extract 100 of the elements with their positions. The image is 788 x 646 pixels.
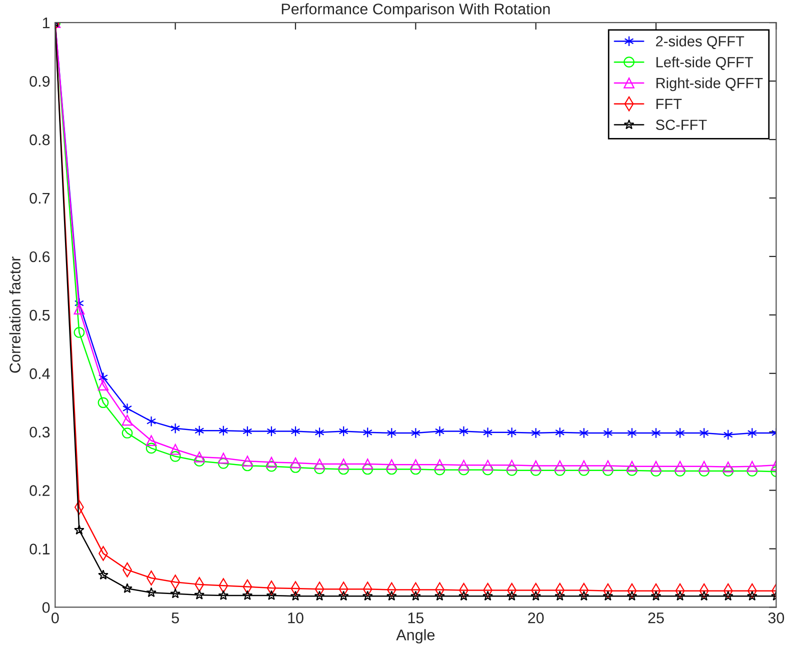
point [386, 590, 397, 601]
point [122, 414, 133, 426]
point [266, 590, 277, 600]
x-tick-label: 0 [52, 612, 59, 624]
point [699, 428, 709, 438]
point [602, 590, 614, 601]
point [386, 428, 396, 438]
point [458, 464, 470, 476]
y-tick-label: 0.5 [30, 310, 50, 321]
point [603, 428, 613, 438]
point [74, 327, 85, 338]
point [98, 380, 109, 390]
point [531, 428, 541, 438]
point [194, 590, 205, 600]
y-tick-label: 0.7 [30, 192, 50, 204]
point [674, 466, 686, 476]
point [290, 590, 301, 601]
point [483, 427, 493, 438]
point [314, 463, 325, 474]
point [338, 464, 349, 475]
point [434, 590, 445, 601]
x-tick-label: 20 [528, 612, 544, 624]
point [338, 458, 349, 470]
point [554, 590, 566, 601]
point [746, 590, 758, 601]
point [722, 462, 734, 472]
point [362, 590, 373, 601]
point [698, 590, 710, 601]
point [338, 590, 349, 601]
point [506, 460, 518, 471]
point [746, 460, 758, 472]
point [627, 428, 637, 438]
legend-label: Left-side QFFT [656, 56, 754, 70]
point [458, 590, 469, 601]
point [410, 464, 422, 475]
legend-label: SC-FFT [656, 120, 707, 130]
y-tick-label: 0.8 [30, 134, 50, 146]
legend-label: Right-side QFFT [656, 78, 763, 92]
point [626, 465, 638, 476]
point [674, 460, 686, 472]
point [242, 590, 253, 600]
point [386, 459, 398, 470]
y-tick-label: 0.2 [30, 485, 50, 496]
point [458, 426, 468, 437]
point [626, 460, 638, 472]
point [242, 460, 253, 472]
point [146, 442, 157, 454]
y-tick-label: 0.3 [30, 426, 50, 438]
point [410, 459, 422, 470]
point [554, 465, 566, 476]
point [314, 590, 325, 601]
point [506, 590, 517, 601]
point [530, 590, 542, 601]
point [146, 435, 157, 446]
point [410, 590, 421, 601]
x-tick-label: 30 [768, 612, 784, 624]
point [194, 452, 205, 462]
point [675, 428, 685, 438]
point [434, 459, 446, 470]
point [122, 583, 132, 594]
point [482, 590, 493, 601]
point [674, 590, 686, 601]
point [555, 427, 565, 438]
point [266, 456, 277, 468]
point [146, 416, 156, 427]
point [578, 465, 590, 476]
y-tick-label: 0.6 [30, 251, 50, 262]
point [290, 457, 301, 468]
point [218, 458, 229, 469]
point [362, 427, 372, 438]
point [242, 426, 252, 437]
x-tick-label: 5 [172, 612, 179, 624]
point [650, 590, 662, 601]
y-tick-label: 0.4 [30, 368, 50, 380]
y-tick-label: 1 [42, 18, 50, 28]
point [747, 428, 757, 438]
point [530, 460, 542, 472]
point [554, 460, 566, 472]
point [434, 426, 444, 437]
point [170, 422, 180, 434]
legend-label: FFT [656, 98, 682, 109]
point [314, 458, 325, 470]
point [290, 462, 301, 473]
x-tick-label: 15 [408, 612, 424, 624]
point [266, 426, 276, 437]
point [170, 450, 181, 462]
point [98, 397, 109, 408]
chart-title: Performance Comparison With Rotation [282, 3, 550, 18]
point [314, 427, 324, 438]
point [218, 590, 229, 600]
point [98, 372, 108, 383]
point [507, 427, 517, 438]
point [746, 466, 758, 476]
legend-label: 2-sides QFFT [656, 36, 744, 50]
point [386, 464, 398, 475]
y-tick-label: 0.9 [30, 76, 50, 87]
point [434, 464, 446, 476]
point [698, 460, 710, 472]
point [698, 466, 710, 476]
point [579, 428, 589, 438]
